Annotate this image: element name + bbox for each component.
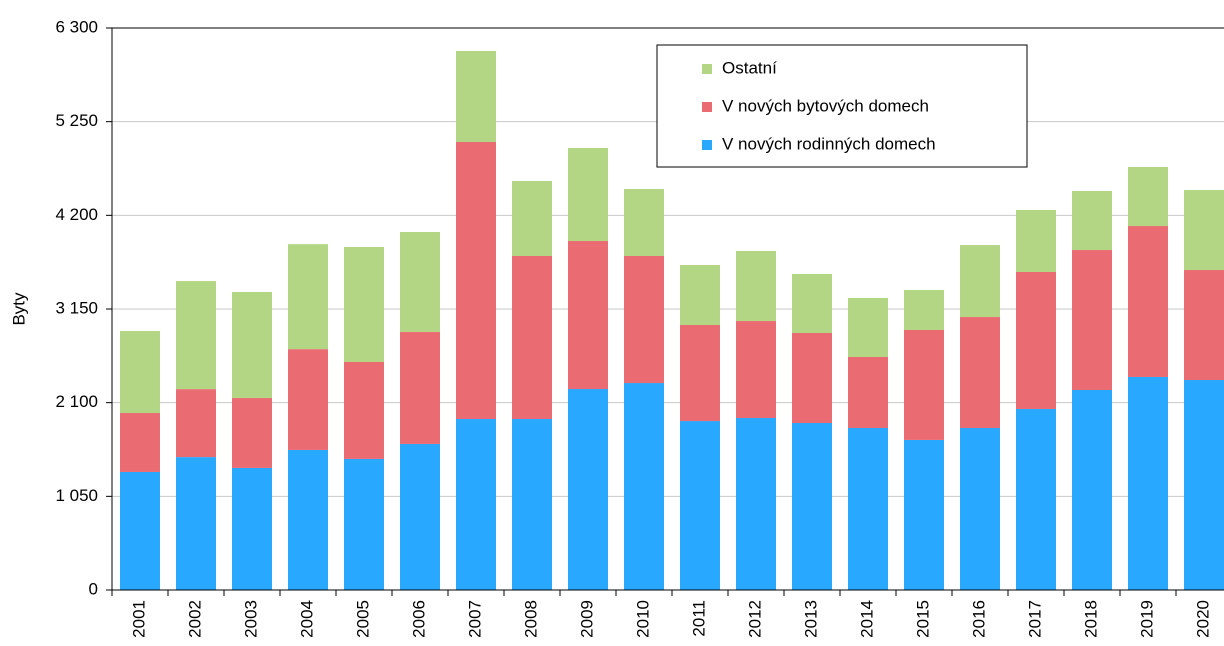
bar-segment	[512, 418, 552, 590]
x-tick-label: 2020	[1193, 600, 1212, 638]
bar-segment	[344, 458, 384, 590]
bar-segment	[680, 265, 720, 325]
legend-swatch	[702, 140, 712, 150]
bar-segment	[288, 449, 328, 590]
x-tick-label: 2001	[129, 600, 148, 638]
x-tick-label: 2005	[353, 600, 372, 638]
x-tick-label: 2007	[465, 600, 484, 638]
bar-segment	[1184, 380, 1224, 590]
bar-segment	[232, 398, 272, 468]
y-tick-label: 5 250	[55, 111, 98, 130]
bar-segment	[120, 471, 160, 590]
bar-segment	[288, 244, 328, 350]
bar-segment	[456, 418, 496, 590]
bar-segment	[120, 331, 160, 414]
bar-segment	[624, 383, 664, 590]
bar-segment	[1016, 209, 1056, 272]
x-tick-label: 2006	[409, 600, 428, 638]
bar-segment	[736, 251, 776, 322]
legend-label: V nových rodinných domech	[722, 134, 936, 153]
x-tick-label: 2010	[633, 600, 652, 638]
bar-segment	[232, 291, 272, 399]
bar-segment	[1016, 409, 1056, 590]
bar-segment	[960, 428, 1000, 590]
bar-segment	[904, 439, 944, 590]
bar-segment	[624, 256, 664, 384]
bar-segment	[512, 256, 552, 419]
x-tick-label: 2002	[185, 600, 204, 638]
legend-swatch	[702, 64, 712, 74]
bar-segment	[1128, 376, 1168, 590]
y-axis-label: Byty	[9, 292, 28, 326]
x-tick-label: 2011	[689, 600, 708, 637]
bar-segment	[792, 332, 832, 424]
bar-segment	[904, 289, 944, 330]
x-tick-label: 2017	[1025, 600, 1044, 638]
bar-segment	[344, 247, 384, 362]
y-tick-label: 2 100	[55, 392, 98, 411]
bar-segment	[736, 321, 776, 419]
legend: Ostatní V nových bytových domech V nových …	[656, 44, 1028, 168]
bar-segment	[456, 51, 496, 143]
x-tick-label: 2009	[577, 600, 596, 638]
bar-segment	[1184, 270, 1224, 381]
bar-segment	[792, 274, 832, 333]
x-tick-label: 2008	[521, 600, 540, 638]
bar-segment	[456, 142, 496, 419]
bar-segment	[1128, 226, 1168, 377]
bar-segment	[1072, 190, 1112, 251]
bar-segment	[848, 298, 888, 357]
bar-segment	[680, 324, 720, 422]
bar-segment	[400, 232, 440, 333]
x-tick-label: 2013	[801, 600, 820, 638]
bar-segment	[1128, 166, 1168, 227]
bar-segment	[848, 356, 888, 429]
y-tick-label: 0	[89, 579, 98, 598]
bar-segment	[960, 245, 1000, 318]
bar-segment	[512, 180, 552, 257]
bar-segment	[344, 361, 384, 459]
bar-segment	[1072, 250, 1112, 390]
bar-segment	[568, 241, 608, 390]
bar-segment	[120, 413, 160, 472]
bar-segment	[736, 418, 776, 590]
x-tick-label: 2016	[969, 600, 988, 638]
bar-segment	[904, 329, 944, 440]
x-tick-label: 2012	[745, 600, 764, 638]
bar-segment	[624, 189, 664, 257]
bar-segment	[400, 332, 440, 444]
legend-box	[656, 44, 1028, 168]
x-tick-label: 2004	[297, 600, 316, 638]
bar-segment	[400, 443, 440, 590]
bar-segment	[176, 457, 216, 590]
y-tick-label: 4 200	[55, 205, 98, 224]
bar-segment	[568, 389, 608, 590]
legend-label: Ostatní	[722, 58, 777, 77]
bar-segment	[792, 423, 832, 590]
legend-swatch	[702, 102, 712, 112]
legend-label: V nových bytových domech	[722, 96, 929, 115]
bar-segment	[568, 147, 608, 242]
y-tick-label: 1 050	[55, 486, 98, 505]
x-tick-label: 2018	[1081, 600, 1100, 638]
y-tick-label: 6 300	[55, 17, 98, 36]
bar-segment	[960, 317, 1000, 429]
bar-segment	[1016, 271, 1056, 410]
x-tick-label: 2019	[1137, 600, 1156, 638]
bar-segment	[1072, 389, 1112, 590]
bar-segment	[176, 389, 216, 458]
x-tick-label: 2014	[857, 600, 876, 638]
bar-segment	[232, 467, 272, 590]
bar-segment	[176, 281, 216, 390]
bar-segment	[680, 421, 720, 590]
x-tick-label: 2015	[913, 600, 932, 638]
x-tick-label: 2003	[241, 600, 260, 638]
bar-segment	[848, 428, 888, 590]
y-tick-label: 3 150	[55, 298, 98, 317]
bar-segment	[1184, 189, 1224, 271]
bar-segment	[288, 349, 328, 450]
